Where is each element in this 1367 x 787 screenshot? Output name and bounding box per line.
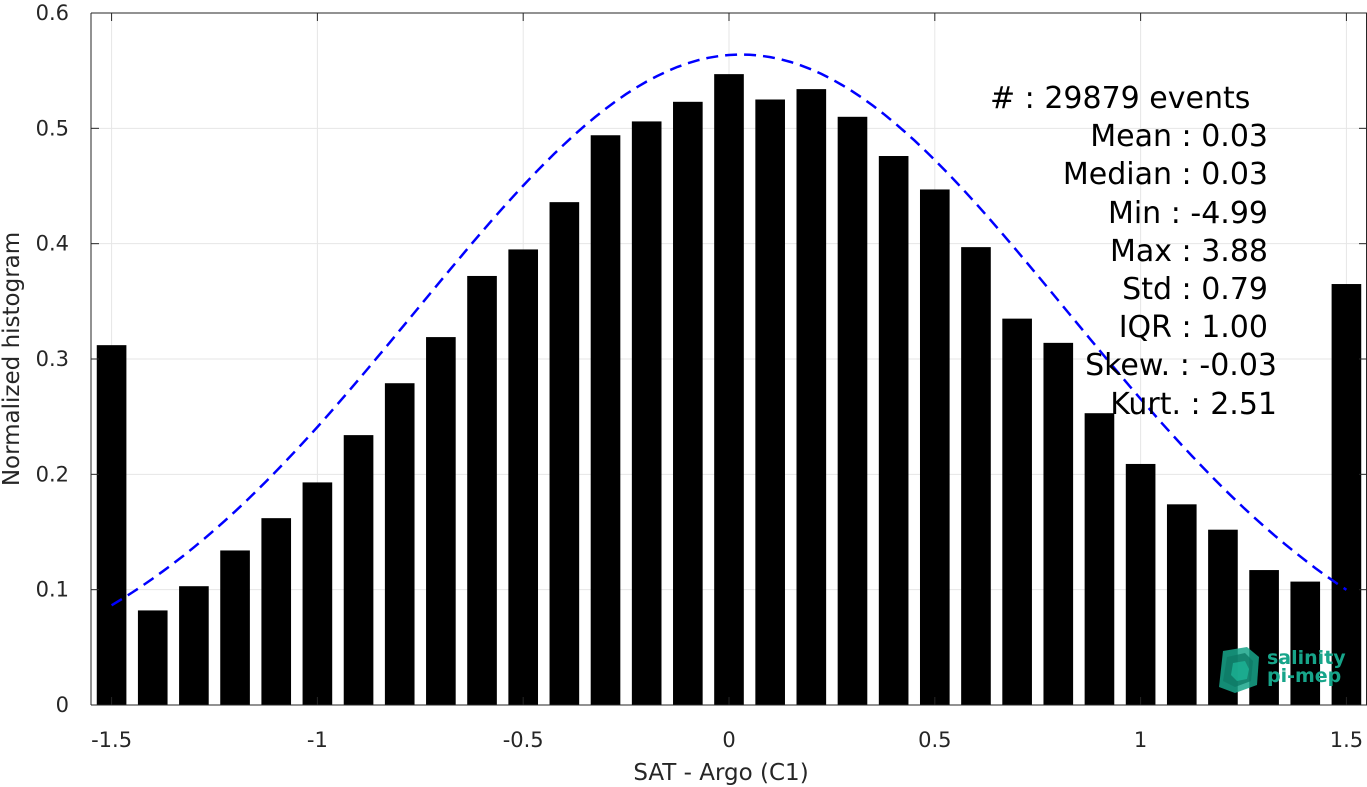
x-tick-label: -1.5: [91, 728, 132, 752]
histogram-bar: [179, 586, 209, 705]
x-axis-label: SAT - Argo (C1): [633, 760, 808, 786]
histogram-bar: [1084, 413, 1115, 705]
y-tick-label: 0: [56, 693, 69, 717]
histogram-bar: [549, 202, 580, 705]
logo-mark-icon: [1219, 647, 1259, 693]
histogram-bar: [384, 383, 415, 705]
histogram-bar: [837, 116, 868, 706]
histogram-bar: [631, 121, 662, 705]
histogram-bar: [1290, 581, 1321, 705]
histogram-bar: [261, 518, 292, 705]
histogram-bar: [796, 89, 827, 706]
logo-line-1: salinity: [1267, 647, 1346, 669]
histogram-bar: [137, 610, 168, 705]
stat-max: Max : 3.88: [1110, 233, 1268, 269]
y-axis-label: Normalized histogram: [0, 232, 25, 486]
bars-group: [96, 74, 1362, 706]
histogram-bar: [755, 99, 785, 705]
stat-min: Min : -4.99: [1107, 195, 1268, 231]
tick-labels: -1.5 -1 -0.5 0 0.5 1 1.5 0 0.1 0.2 0.3 0.4 0.5 0.6: [36, 1, 1364, 752]
histogram-bar: [673, 101, 703, 706]
x-tick-label: 0: [722, 728, 735, 752]
histogram-bar: [878, 156, 909, 706]
logo-line-2: pi-mep: [1267, 665, 1342, 687]
stat-median: Median : 0.03: [1062, 157, 1268, 193]
x-tick-label: 0.5: [918, 728, 951, 752]
y-tick-label: 0.3: [36, 347, 69, 371]
salinity-pimep-logo: salinity pi-mep: [1217, 647, 1347, 695]
y-tick-label: 0.5: [36, 116, 69, 140]
y-tick-label: 0.4: [36, 232, 69, 256]
histogram-bar: [1125, 463, 1156, 705]
stat-iqr: IQR : 1.00: [1118, 310, 1268, 346]
x-tick-label: -1: [307, 728, 328, 752]
histogram-bar: [590, 135, 621, 706]
stat-skew: Skew. : -0.03: [1085, 348, 1277, 384]
histogram-bar: [1166, 504, 1197, 705]
histogram-bar: [302, 482, 333, 705]
histogram-bar: [1002, 318, 1032, 705]
stat-count: # : 29879 events: [990, 81, 1251, 116]
stat-mean: Mean : 0.03: [1090, 119, 1268, 155]
histogram-bar: [961, 247, 991, 706]
histogram-bar: [426, 337, 456, 705]
logo-text: salinity pi-mep: [1267, 647, 1346, 687]
histogram-bar: [508, 249, 539, 705]
stats-panel: # : 29879 events Mean : 0.03 Median : 0.…: [985, 80, 1285, 424]
fit-curve-group: [110, 53, 1348, 607]
histogram-bar: [220, 550, 250, 705]
histogram-bar: [343, 435, 374, 705]
histogram-bar: [96, 345, 127, 705]
stat-std: Std : 0.79: [1122, 271, 1268, 307]
x-tick-label: -0.5: [503, 728, 544, 752]
y-tick-label: 0.6: [36, 1, 69, 25]
x-tick-label: 1.5: [1330, 728, 1363, 752]
histogram-bar: [1043, 342, 1074, 705]
stat-kurt: Kurt. : 2.51: [1110, 386, 1277, 422]
gaussian-fit-curve: [110, 53, 1348, 607]
y-tick-label: 0.1: [36, 578, 69, 602]
histogram-bar: [919, 189, 950, 705]
histogram-bar: [467, 275, 497, 705]
histogram-bar: [1331, 284, 1362, 705]
x-tick-label: 1: [1134, 728, 1147, 752]
y-tick-label: 0.2: [36, 462, 69, 486]
histogram-bar: [714, 74, 744, 706]
